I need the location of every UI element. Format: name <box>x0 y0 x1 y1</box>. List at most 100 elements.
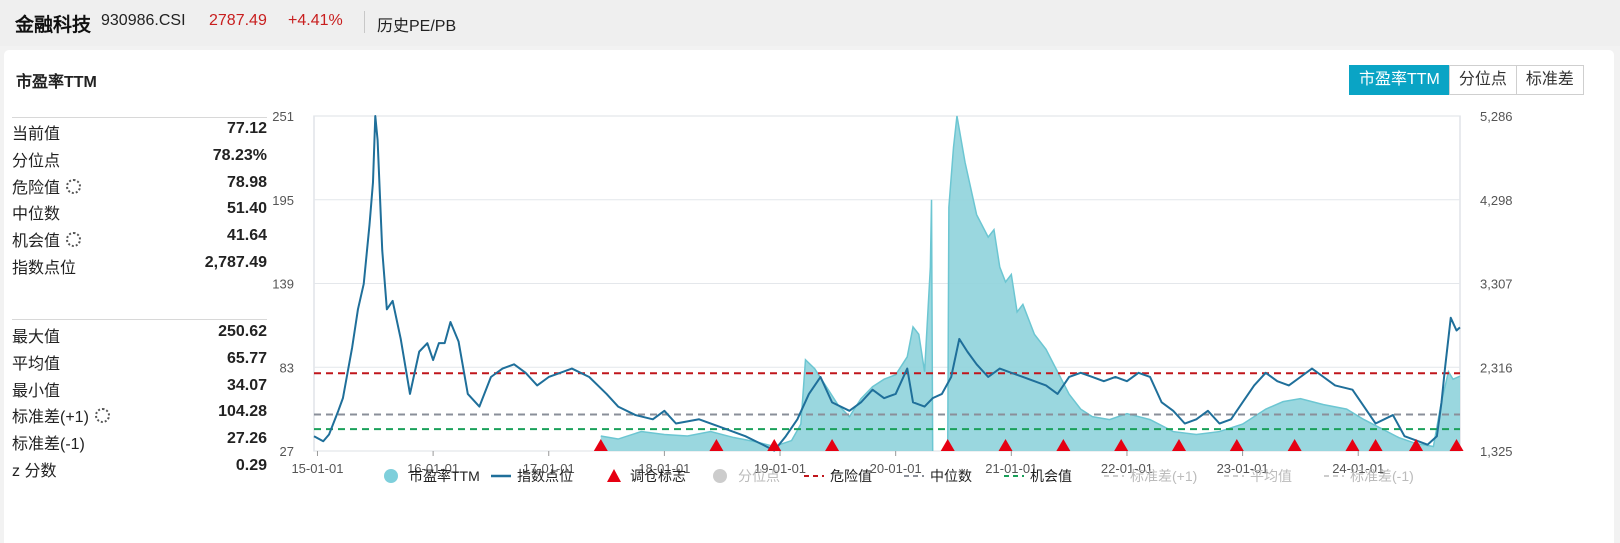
stat-label: 指数点位 <box>12 260 77 277</box>
legend-triangle <box>607 469 621 482</box>
stat-row: 标准差(-1) 27.26 <box>12 427 267 453</box>
stat-label: 最小值 <box>12 382 61 400</box>
tab-pe-ttm[interactable]: 市盈率TTM <box>1349 65 1450 95</box>
legend-label: 指数点位 <box>517 468 573 484</box>
rebalance-flag <box>1409 439 1424 451</box>
rebalance-flag <box>1368 439 1383 451</box>
gear-icon[interactable] <box>66 232 82 248</box>
legend-label: 调仓标志 <box>630 468 686 484</box>
tab-std-dev[interactable]: 标准差 <box>1515 65 1584 95</box>
stats-divider-middle <box>12 319 267 320</box>
legend-marker-icon <box>1224 475 1244 477</box>
card-title: 市盈率TTM <box>16 74 97 91</box>
stat-row: 最小值 34.07 <box>12 374 267 400</box>
legend-label: 市盈率TTM <box>409 468 480 484</box>
rebalance-flag <box>998 439 1013 451</box>
pe-ttm-area <box>600 115 1461 452</box>
legend-item[interactable]: 市盈率TTM <box>382 466 480 486</box>
y-left-tick-label: 27 <box>280 444 294 459</box>
y-right-tick-label: 2,316 <box>1480 360 1513 375</box>
stat-label: 标准差(-1) <box>12 436 85 454</box>
x-tick-label: 22-01-01 <box>1101 461 1153 476</box>
rebalance-flag <box>1287 439 1302 451</box>
legend-label: 机会值 <box>1030 468 1072 484</box>
stat-label: 分位点 <box>12 152 61 170</box>
legend-marker-icon <box>804 475 824 477</box>
legend-item[interactable]: 调仓标志 <box>603 466 686 486</box>
legend-marker-icon <box>1104 475 1124 477</box>
stat-value: 34.07 <box>226 376 267 394</box>
legend-item[interactable]: 标准差(-1) <box>1323 466 1414 486</box>
stat-row: 分位点 78.23% <box>12 144 267 170</box>
x-tick-label: 16-01-01 <box>407 461 459 476</box>
index-level-line <box>313 115 1461 452</box>
tab-percentile[interactable]: 分位点 <box>1448 65 1517 95</box>
stat-row: 平均值 65.77 <box>12 347 267 373</box>
stat-label: 当前值 <box>12 126 61 143</box>
legend-item[interactable]: 平均值 <box>1223 466 1292 486</box>
legend-marker-icon <box>491 474 511 478</box>
legend-item[interactable]: 标准差(+1) <box>1103 466 1197 486</box>
x-tick-label: 20-01-01 <box>870 461 922 476</box>
x-tick-label: 24-01-01 <box>1332 461 1384 476</box>
stat-row: 当前值 77.12 <box>12 117 267 143</box>
chart-axes: 251 195 139 83 27 5,286 4,298 3,307 2,316 1,325 15… <box>272 109 1512 476</box>
rebalance-flag <box>709 439 724 451</box>
index-change: +4.41% <box>288 12 343 29</box>
legend-marker-icon <box>904 475 924 477</box>
rebalance-flag <box>593 439 608 451</box>
stat-label: 平均值 <box>12 355 61 373</box>
legend-item[interactable]: 机会值 <box>1003 466 1072 486</box>
legend-dot <box>713 469 727 483</box>
gear-icon[interactable] <box>94 408 110 424</box>
index-code: 930986.CSI <box>101 12 186 29</box>
stat-value: 2,787.49 <box>204 254 267 271</box>
x-tick-label: 18-01-01 <box>638 461 690 476</box>
rebalance-flag <box>825 439 840 451</box>
header-bar: 金融科技 930986.CSI 2787.49 +4.41% 历史PE/PB <box>0 0 1620 46</box>
history-pe-pb-link[interactable]: 历史PE/PB <box>377 18 457 35</box>
legend-label: 标准差(-1) <box>1350 468 1414 484</box>
rebalance-flag <box>767 439 782 451</box>
stat-label: 机会值 <box>12 227 82 251</box>
stat-value: 65.77 <box>226 349 267 367</box>
stat-row: 机会值 41.64 <box>12 224 267 250</box>
y-left-tick-label: 195 <box>272 193 294 208</box>
legend-item[interactable]: 分位点 <box>711 466 780 486</box>
stat-value: 41.64 <box>226 227 267 245</box>
stat-value: 27.26 <box>226 430 267 448</box>
legend-marker-icon <box>384 469 398 483</box>
rebalance-flag <box>1449 439 1464 451</box>
y-right-tick-label: 4,298 <box>1480 193 1513 208</box>
stat-label: 标准差(+1) <box>12 403 110 427</box>
y-left-tick-label: 251 <box>272 109 294 124</box>
legend-marker-icon <box>607 469 621 482</box>
stat-value: 0.29 <box>235 457 267 474</box>
x-tick-label: 21-01-01 <box>985 461 1037 476</box>
legend-item[interactable]: 危险值 <box>803 466 872 486</box>
rebalance-flag <box>940 439 955 451</box>
rebalance-flag <box>1345 439 1360 451</box>
legend-item[interactable]: 中位数 <box>903 466 972 486</box>
stat-value: 78.98 <box>226 173 267 191</box>
x-tick-label: 17-01-01 <box>523 461 575 476</box>
metric-tabs: 市盈率TTM 分位点 标准差 <box>1349 65 1584 95</box>
pe-area-segment <box>600 199 933 451</box>
stat-row: 中位数 51.40 <box>12 197 267 223</box>
stat-value: 78.23% <box>212 146 267 164</box>
rebalance-flags <box>593 439 1464 451</box>
reference-lines <box>314 372 1460 431</box>
stat-label: 中位数 <box>12 206 61 224</box>
pe-line-segment <box>946 115 1461 452</box>
gear-icon[interactable] <box>66 178 82 194</box>
legend-item[interactable]: 指数点位 <box>490 466 573 486</box>
legend-marker-icon <box>713 469 727 483</box>
rebalance-flag <box>1114 439 1129 451</box>
rebalance-flag <box>1056 439 1071 451</box>
y-left-tick-label: 139 <box>272 277 294 292</box>
stat-row: 标准差(+1) 104.28 <box>12 400 267 426</box>
legend-label: 平均值 <box>1250 468 1292 484</box>
stat-value: 51.40 <box>226 200 267 218</box>
y-right-tick-label: 5,286 <box>1480 109 1513 124</box>
